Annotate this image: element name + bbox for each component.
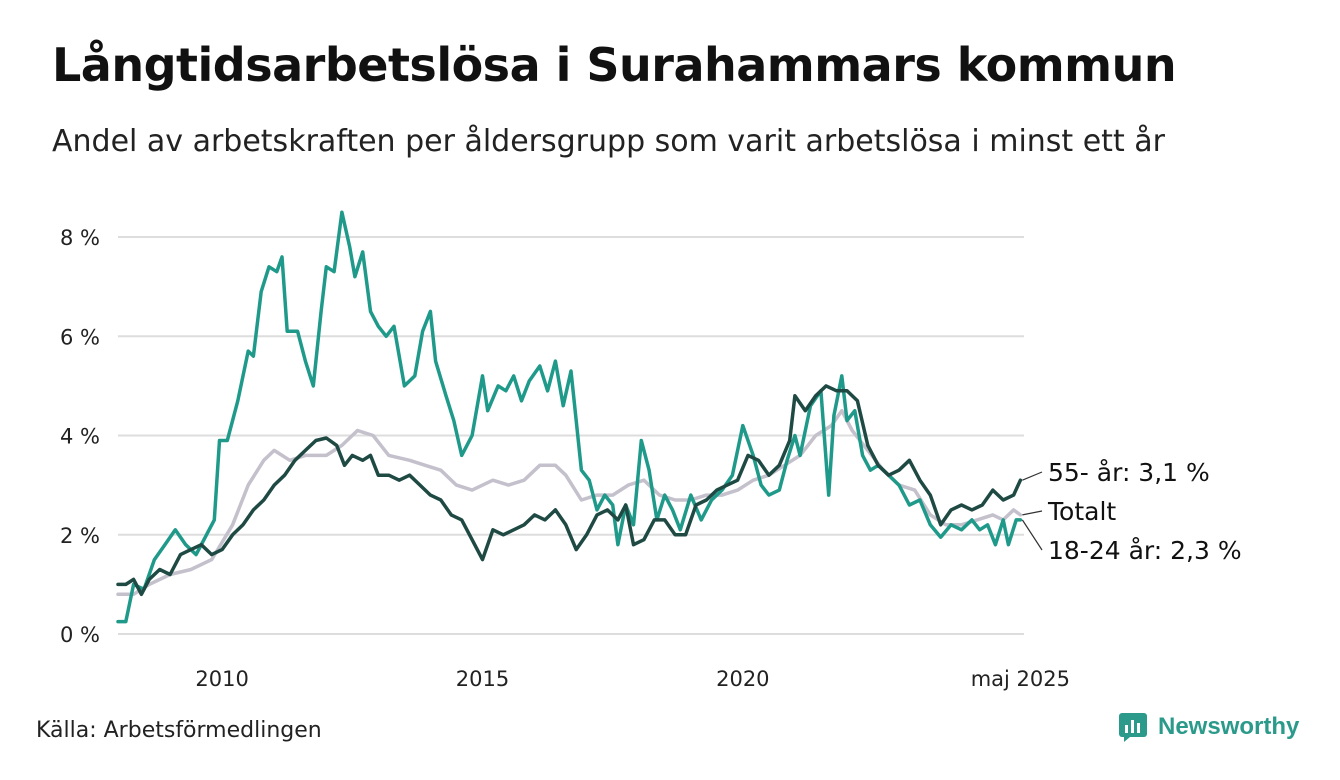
brand-logo[interactable]: Newsworthy bbox=[1118, 712, 1299, 742]
series-end-label: Totalt bbox=[1047, 497, 1116, 526]
y-tick-label: 8 % bbox=[60, 226, 100, 250]
series-lines bbox=[116, 210, 1023, 624]
gridlines bbox=[118, 236, 1024, 635]
x-axis: 2010 2015 2020 maj 2025 bbox=[195, 667, 1070, 691]
x-tick-label: 2015 bbox=[456, 667, 509, 691]
y-axis: 0 % 2 % 4 % 6 % 8 % bbox=[60, 226, 100, 647]
end-label-leader bbox=[1021, 519, 1043, 551]
series-end-label: 55- år: 3,1 % bbox=[1048, 458, 1210, 487]
y-tick-label: 4 % bbox=[60, 425, 100, 449]
source-note: Källa: Arbetsförmedlingen bbox=[36, 718, 322, 743]
y-tick-label: 2 % bbox=[60, 524, 100, 548]
end-label-leader bbox=[1022, 510, 1043, 516]
x-tick-label: 2010 bbox=[195, 667, 248, 691]
series-line bbox=[116, 384, 1023, 597]
end-label-leader bbox=[1022, 471, 1043, 481]
chart-subtitle: Andel av arbetskraften per åldersgrupp s… bbox=[52, 124, 1165, 159]
series-line bbox=[116, 408, 1023, 597]
series-line bbox=[116, 210, 1023, 624]
x-tick-label: 2020 bbox=[716, 667, 769, 691]
chart-title: Långtidsarbetslösa i Surahammars kommun bbox=[52, 38, 1177, 92]
series-end-label: 18-24 år: 2,3 % bbox=[1048, 536, 1242, 565]
end-labels: 55- år: 3,1 % Totalt 18-24 år: 2,3 % bbox=[1021, 458, 1242, 565]
x-tick-label: maj 2025 bbox=[971, 667, 1070, 691]
brand-name: Newsworthy bbox=[1158, 713, 1300, 740]
y-tick-label: 0 % bbox=[60, 623, 100, 647]
y-tick-label: 6 % bbox=[60, 325, 100, 349]
bar-chart-logo-icon bbox=[1119, 713, 1147, 742]
